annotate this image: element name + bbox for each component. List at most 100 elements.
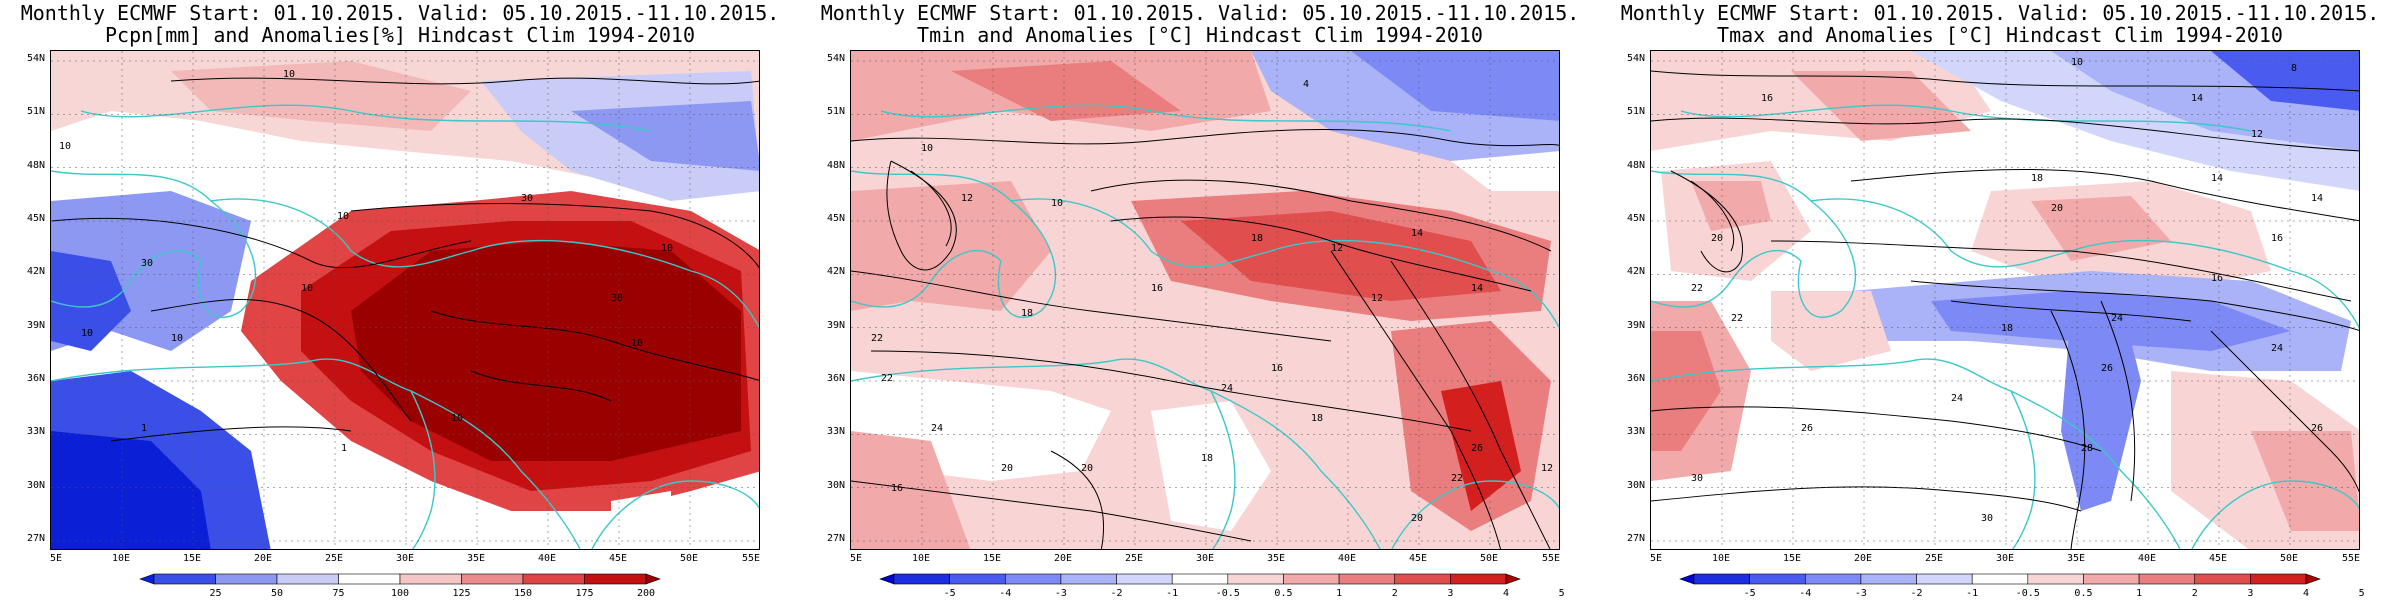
contour-label: 22 [1451, 473, 1463, 484]
contour-label: 16 [1271, 363, 1283, 374]
colorbar-tick-label: 4 [1503, 588, 1509, 599]
colorbar-swatch [522, 573, 585, 585]
colorbar-tick-label: 1 [1336, 588, 1342, 599]
longitude-tick-label: 45E [1408, 553, 1428, 564]
colorbar-swatch [893, 573, 950, 585]
contour-label: 22 [881, 373, 893, 384]
contour-label: 10 [81, 328, 93, 339]
contour-label: 10 [337, 211, 349, 222]
colorbar-lower-extension [1679, 573, 1695, 585]
latitude-tick-label: 45N [1626, 213, 1645, 224]
latitude-axis: 54N 51N 48N 45N 42N 39N 36N 33N 30N 27N [1600, 50, 1648, 550]
latitude-tick-label: 33N [26, 426, 45, 438]
longitude-tick-label: 5E [1650, 553, 1663, 564]
colorbar-tick-label: 0.5 [2074, 588, 2092, 599]
colorbar-tick-label: 75 [332, 588, 344, 599]
longitude-tick-label: 40E [537, 553, 557, 564]
contour-label: 16 [1761, 93, 1773, 104]
latitude-tick-label: 33N [826, 426, 845, 438]
panel-title-line2: Tmax and Anomalies [°C] Hindcast Clim 19… [1717, 23, 2283, 47]
contour-label: 18 [1021, 308, 1033, 319]
latitude-tick-label: 48N [826, 159, 845, 171]
latitude-tick-label: 36N [26, 373, 45, 384]
contour-label: 10 [171, 333, 183, 344]
colorbar-tick-label: -0.5 [1216, 588, 1240, 599]
latitude-tick-label: 42N [26, 266, 45, 278]
colorbar-tick-label: -5 [944, 588, 956, 599]
contour-label: 24 [1951, 393, 1963, 404]
panel-title-line1: Monthly ECMWF Start: 01.10.2015. Valid: … [1620, 1, 2380, 25]
tmax-colorbar: -5 -4 -3 -2 -1 -0.5 0.5 1 2 3 4 5 [1679, 573, 2365, 599]
latitude-tick-label: 45N [26, 213, 45, 224]
colorbar-tick-label: -4 [1799, 588, 1811, 599]
colorbar-tick-label: 200 [637, 588, 655, 599]
colorbar-tick-label: 50 [271, 588, 283, 599]
colorbar-tick-label: 125 [452, 588, 470, 599]
colorbar-swatch [215, 573, 278, 585]
contour-label: 12 [961, 193, 973, 204]
latitude-tick-label: 48N [1626, 159, 1645, 171]
contour-label: 20 [2051, 203, 2063, 214]
latitude-tick-label: 42N [1626, 266, 1645, 278]
latitude-tick-label: 27N [26, 533, 45, 544]
colorbar-swatch [1450, 573, 1507, 585]
contour-label: 14 [2211, 173, 2223, 184]
colorbar-lower-extension [879, 573, 895, 585]
longitude-tick-label: 10E [911, 553, 931, 564]
colorbar-tick-label: 4 [2303, 588, 2309, 599]
colorbar-swatch [1283, 573, 1340, 585]
longitude-tick-label: 50E [2279, 553, 2299, 564]
contour-label: 16 [2211, 273, 2223, 284]
precip-colorbar: 25 50 75 100 125 150 175 200 [139, 573, 661, 599]
contour-label: 22 [1731, 313, 1743, 324]
contour-label: 24 [931, 423, 943, 434]
contour-label: 14 [2311, 193, 2323, 204]
contour-label: 14 [1411, 228, 1423, 239]
contour-label: 1 [341, 443, 347, 454]
colorbar-swatch [1171, 573, 1229, 585]
longitude-tick-label: 50E [1479, 553, 1499, 564]
latitude-tick-label: 45N [826, 213, 845, 224]
longitude-tick-label: 25E [1924, 553, 1944, 564]
contour-label: 30 [1981, 513, 1993, 524]
colorbar-swatch [2027, 573, 2084, 585]
tmin-anomaly-map: 4 10 12 10 18 16 12 14 18 22 24 22 16 18… [850, 50, 1560, 550]
colorbar-swatch [1060, 573, 1117, 585]
latitude-tick-label: 30N [26, 479, 45, 491]
contour-label: 8 [2291, 63, 2297, 74]
contour-label: 28 [2081, 443, 2093, 454]
colorbar-tick-label: -5 [1744, 588, 1756, 599]
colorbar-swatch [1971, 573, 2029, 585]
colorbar-swatch [2194, 573, 2251, 585]
contour-label: 30 [141, 258, 153, 269]
precip-anomaly-map: 10 10 30 10 30 10 10 1 1 10 30 10 10 10 [50, 50, 760, 550]
colorbar-tick-label: 175 [575, 588, 593, 599]
precip-panel: Monthly ECMWF Start: 01.10.2015. Valid: … [0, 0, 800, 600]
longitude-axis: 5E 10E 15E 20E 25E 30E 35E 40E 45E 50E 55E [50, 553, 760, 567]
longitude-tick-label: 55E [2341, 553, 2360, 564]
longitude-tick-label: 10E [111, 553, 131, 564]
contour-label: 22 [1691, 283, 1703, 294]
latitude-tick-label: 36N [826, 373, 845, 384]
longitude-axis: 5E 10E 15E 20E 25E 30E 35E 40E 45E 50E 55E [850, 553, 1560, 567]
colorbar-tick-label: -1 [1966, 588, 1978, 599]
longitude-tick-label: 55E [1541, 553, 1560, 564]
longitude-tick-label: 30E [395, 553, 415, 564]
contour-label: 20 [1411, 513, 1423, 524]
colorbar-lower-extension [139, 573, 155, 585]
contour-label: 12 [2251, 129, 2263, 140]
latitude-tick-label: 30N [826, 479, 845, 491]
longitude-tick-label: 35E [1266, 553, 1286, 564]
colorbar-tick-label: -3 [1855, 588, 1867, 599]
longitude-tick-label: 30E [1995, 553, 2015, 564]
longitude-tick-label: 25E [324, 553, 344, 564]
colorbar-upper-extension [645, 573, 661, 585]
longitude-tick-label: 5E [50, 553, 63, 564]
contour-label: 12 [1541, 463, 1553, 474]
colorbar-swatch [1004, 573, 1062, 585]
colorbar-swatch [461, 573, 524, 585]
contour-label: 14 [2191, 93, 2203, 104]
latitude-axis: 54N 51N 48N 45N 42N 39N 36N 33N 30N 27N [0, 50, 48, 550]
contour-label: 26 [1801, 423, 1813, 434]
colorbar-tick-label: -3 [1055, 588, 1067, 599]
